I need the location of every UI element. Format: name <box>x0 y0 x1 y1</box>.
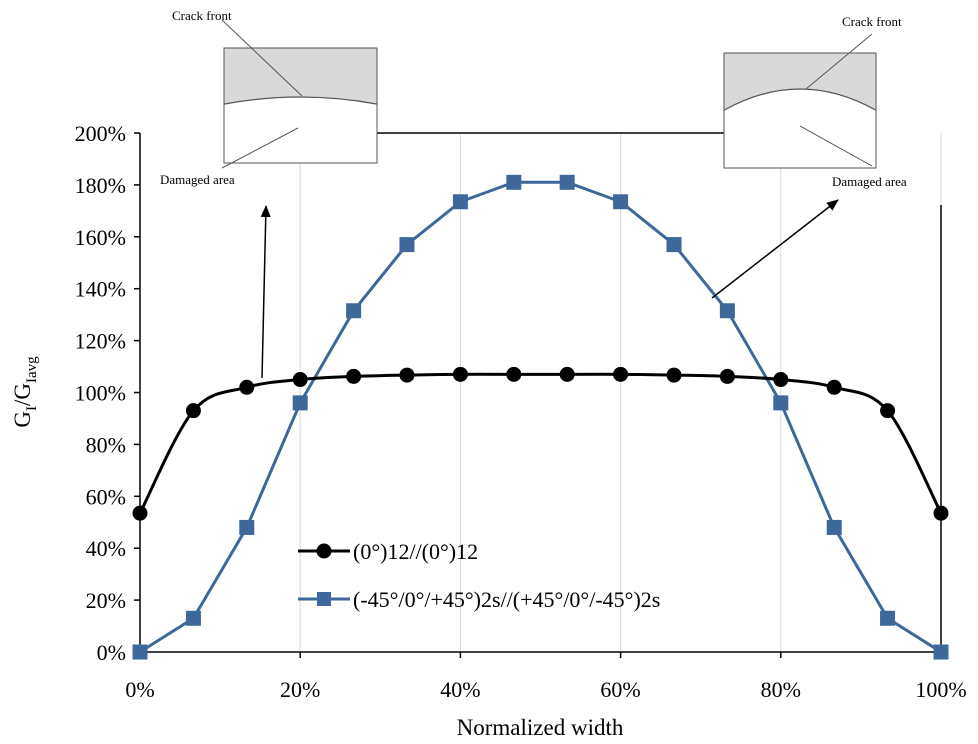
series-1-point-7 <box>506 174 522 190</box>
y-tick-label-2: 40% <box>86 536 126 561</box>
series-0-point-0 <box>132 505 148 521</box>
right-inset-uncracked-region <box>724 53 876 110</box>
y-tick-label-3: 60% <box>86 484 126 509</box>
right-damaged-area-label: Damaged area <box>832 174 907 189</box>
y-tick-label-1: 20% <box>86 588 126 613</box>
y-tick-label-6: 120% <box>75 329 126 354</box>
series-1-point-0 <box>132 644 148 660</box>
series-0-point-4 <box>346 368 362 384</box>
y-tick-labels: 0% 20% 40% 60% 80% 100% 120% 140% 160% 180% 200% <box>75 121 140 665</box>
right-pointer-arrow <box>711 199 839 299</box>
legend-label-1: (-45°/0°/+45°)2s//(+45°/0°/-45°)2s <box>353 587 660 612</box>
series-0-point-8 <box>559 366 575 382</box>
right-crack-front-leader <box>805 33 873 90</box>
x-tick-label-4: 80% <box>761 677 801 702</box>
right-inset-crack-front-line <box>724 88 876 111</box>
left-inset-crack-front-line <box>224 96 377 105</box>
legend-entry-0: (0°)12//(0°)12 <box>298 539 478 564</box>
series-1-point-14 <box>880 610 896 626</box>
series-1-point-15 <box>933 644 949 660</box>
series-1-point-5 <box>399 237 415 253</box>
series-1-point-6 <box>452 194 468 210</box>
left-crack-front-leader <box>221 19 303 97</box>
series-1-point-3 <box>292 395 308 411</box>
y-tick-label-4: 80% <box>86 432 126 457</box>
series-1-point-10 <box>666 237 682 253</box>
series-1-point-2 <box>239 519 255 535</box>
series-1-point-11 <box>719 303 735 319</box>
series-0-point-13 <box>826 379 842 395</box>
grid-lines <box>299 133 942 652</box>
series-0-point-10 <box>666 367 682 383</box>
x-tick-labels: 0% 20% 40% 60% 80% 100% <box>125 652 967 702</box>
series-1-point-9 <box>613 194 629 210</box>
y-tick-label-7: 140% <box>75 277 126 302</box>
series-1-point-4 <box>346 303 362 319</box>
series-1-point-13 <box>826 519 842 535</box>
left-damaged-area-leader <box>221 127 299 169</box>
series-line-1 <box>139 180 942 654</box>
series-0-point-6 <box>452 366 468 382</box>
axes <box>139 133 942 653</box>
right-inset: Crack front Damaged area <box>723 14 907 189</box>
y-axis-label: GI/GIavg <box>10 356 40 428</box>
left-pointer-arrow <box>260 205 271 379</box>
series-1-point-1 <box>185 610 201 626</box>
y-tick-label-9: 180% <box>75 173 126 198</box>
series-0-point-3 <box>292 372 308 388</box>
legend: (0°)12//(0°)12 (-45°/0°/+45°)2s//(+45°/0… <box>298 539 660 612</box>
legend-entry-1: (-45°/0°/+45°)2s//(+45°/0°/-45°)2s <box>298 587 660 612</box>
left-inset-uncracked-region <box>224 48 377 104</box>
series-0-point-14 <box>880 403 896 419</box>
x-axis-label: Normalized width <box>457 715 624 740</box>
y-tick-label-8: 160% <box>75 225 126 250</box>
x-tick-label-1: 20% <box>280 677 320 702</box>
series-0-point-11 <box>719 368 735 384</box>
series-1-point-12 <box>773 395 789 411</box>
right-crack-front-label: Crack front <box>842 14 902 29</box>
legend-label-0: (0°)12//(0°)12 <box>353 539 478 564</box>
x-tick-label-5: 100% <box>915 677 966 702</box>
y-tick-label-10: 200% <box>75 121 126 146</box>
y-tick-label-5: 100% <box>75 381 126 406</box>
series-0-point-9 <box>613 366 629 382</box>
series-0-point-1 <box>185 403 201 419</box>
series-0-point-2 <box>239 379 255 395</box>
series-0-point-5 <box>399 367 415 383</box>
series-layer <box>132 174 949 660</box>
x-tick-label-2: 40% <box>440 677 480 702</box>
series-0-point-7 <box>506 366 522 382</box>
series-0-point-12 <box>773 372 789 388</box>
right-damaged-area-leader <box>799 125 873 167</box>
series-1-point-8 <box>559 174 575 190</box>
x-tick-label-3: 60% <box>600 677 640 702</box>
series-0-point-15 <box>933 505 949 521</box>
x-tick-label-0: 0% <box>125 677 154 702</box>
y-tick-label-0: 0% <box>97 640 126 665</box>
left-damaged-area-label: Damaged area <box>160 172 235 187</box>
left-inset: Crack front Damaged area <box>160 8 378 187</box>
series-line-0 <box>138 372 943 514</box>
left-crack-front-label: Crack front <box>172 8 232 23</box>
